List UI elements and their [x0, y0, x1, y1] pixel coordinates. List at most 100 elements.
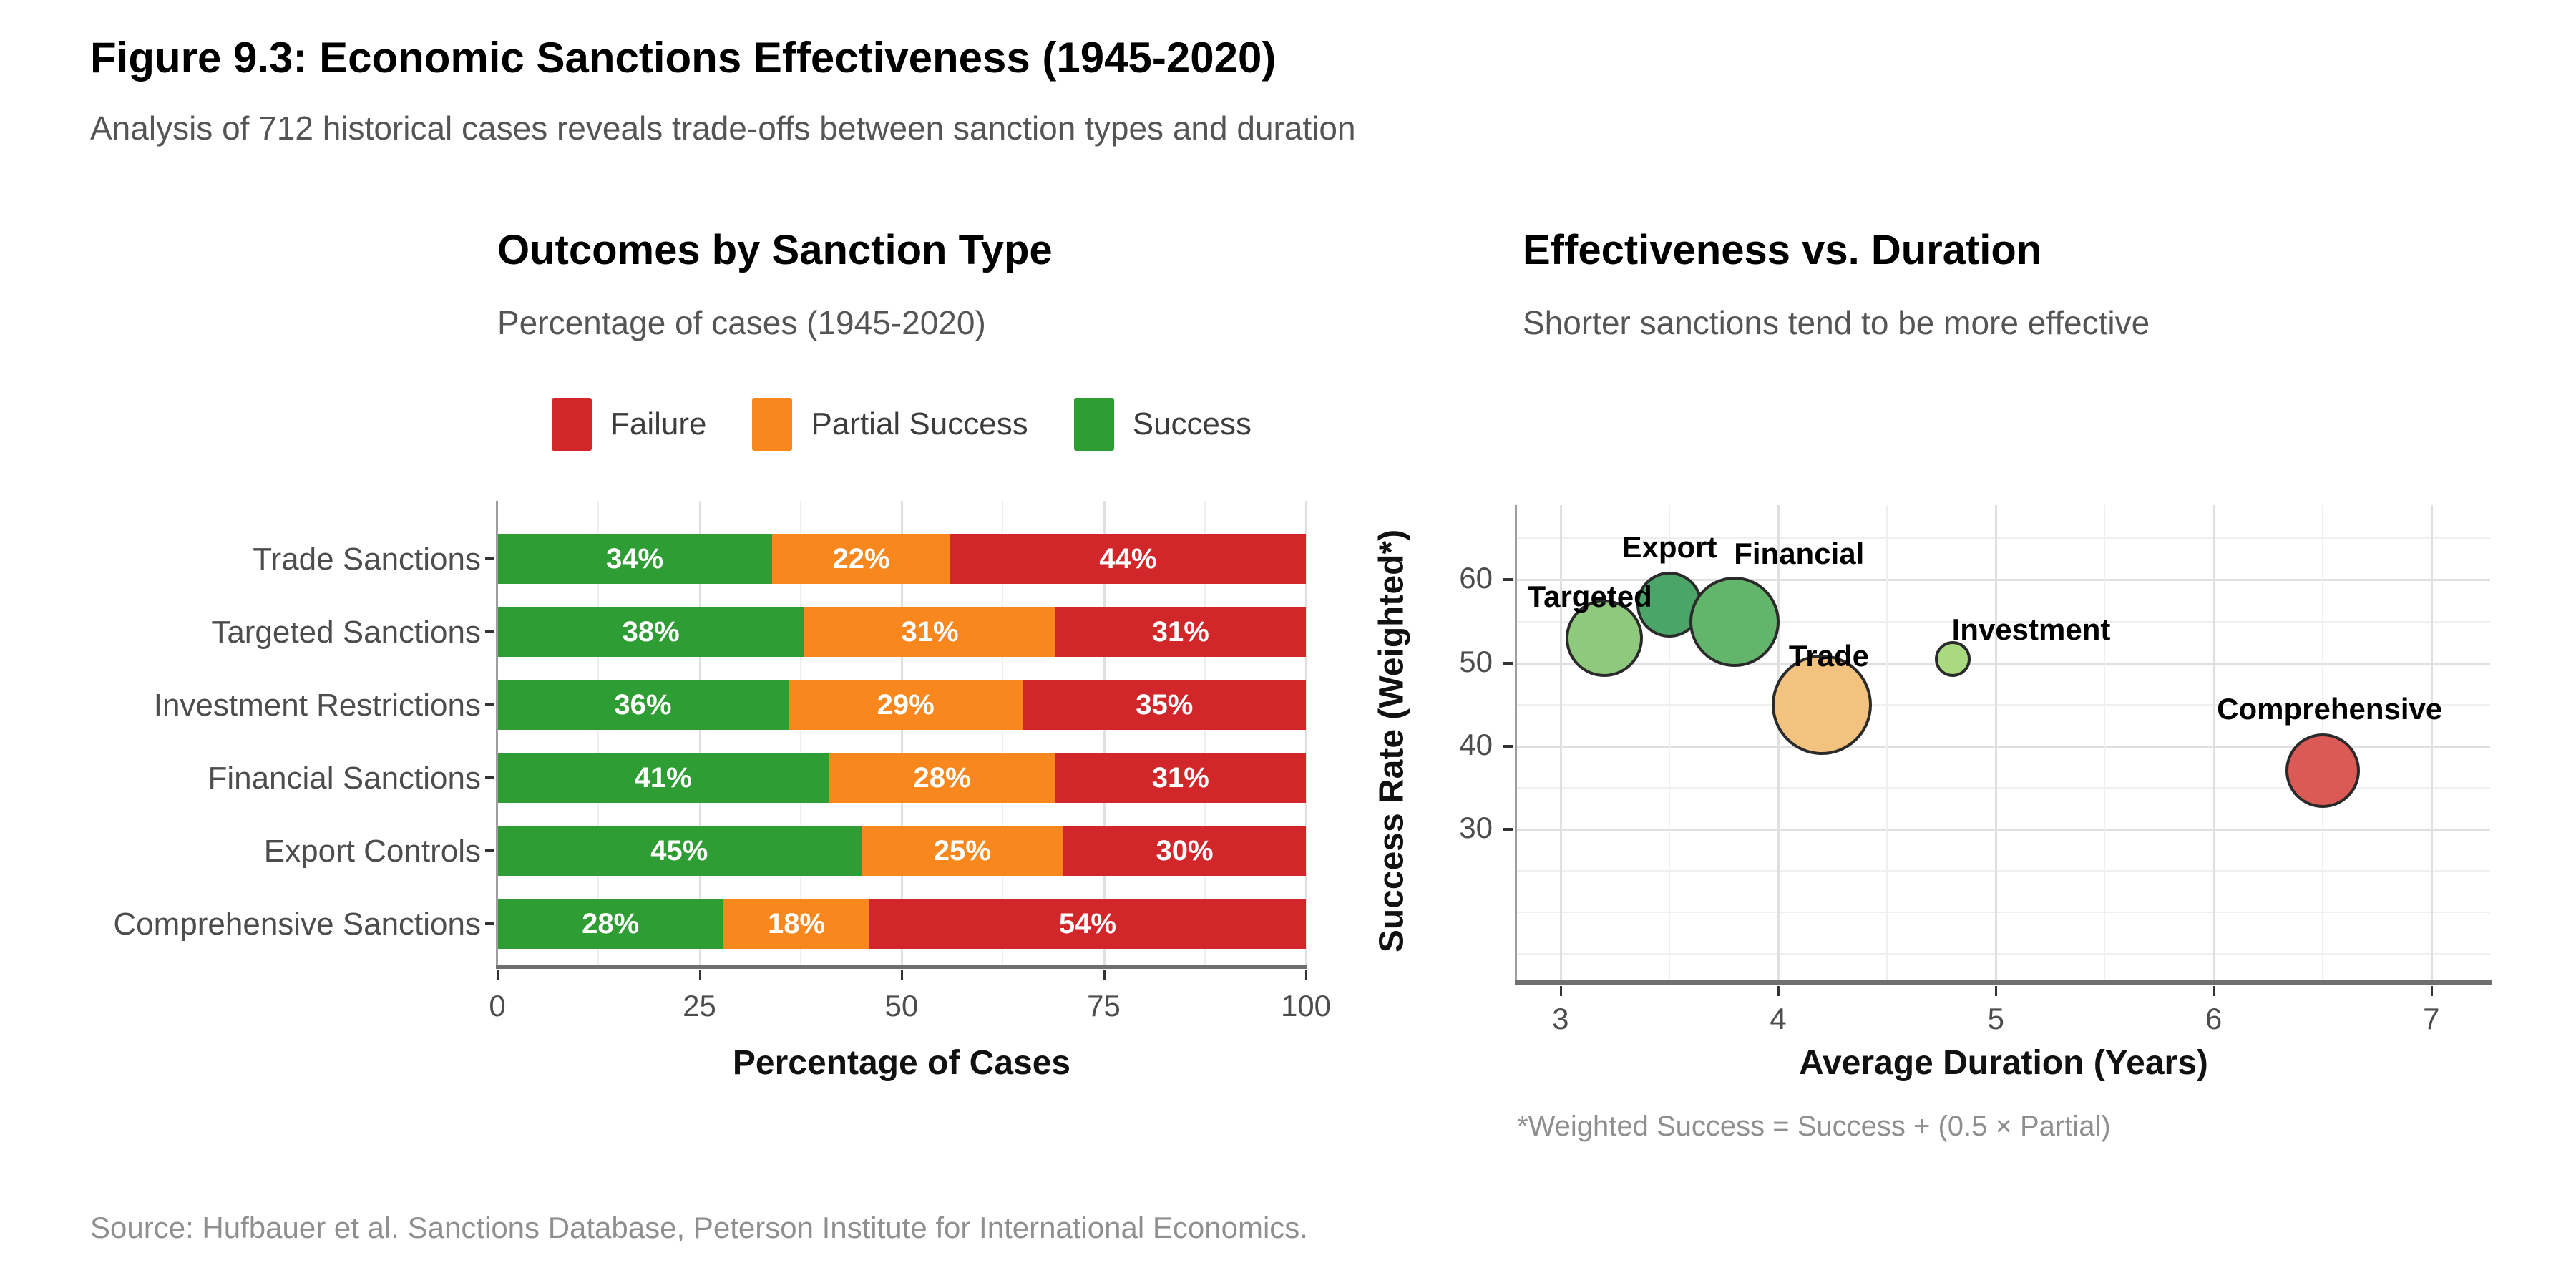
bar-value-label: 28%: [913, 761, 971, 794]
gridline-horizontal: [1517, 911, 2490, 913]
bar-segment-partial-success: 31%: [804, 607, 1055, 657]
gridline-horizontal: [1517, 537, 2490, 540]
bar-value-label: 29%: [877, 688, 935, 721]
bar-chart-plot-area: 34% 22% 44% 38% 31% 31% 36% 29% 35% 41% 28% 31% 45% 2…: [497, 501, 1307, 965]
x-tick-label: 7: [2423, 1002, 2440, 1035]
bar-value-label: 31%: [901, 615, 959, 648]
x-tick-label: 75: [1087, 989, 1121, 1023]
left-chart-subtitle: Percentage of cases (1945-2020): [497, 304, 986, 341]
x-tick-label: 6: [2205, 1002, 2223, 1035]
bar-segment-success: 38%: [497, 607, 805, 657]
figure-title: Figure 9.3: Economic Sanctions Effective…: [90, 34, 1277, 82]
bubble-label-investment: Investment: [1951, 612, 2111, 646]
y-tick: [1503, 827, 1513, 831]
bar-segment-partial-success: 25%: [861, 826, 1063, 876]
legend-item-failure: Failure: [551, 398, 707, 451]
bar-value-label: 30%: [1156, 834, 1214, 867]
x-tick-label: 25: [683, 989, 716, 1023]
gridline-vertical: [799, 501, 801, 965]
y-tick-label: 30: [1459, 810, 1493, 844]
x-tick-label: 50: [884, 989, 919, 1023]
scatter-chart-title: Effectiveness vs. Duration: [1523, 227, 2042, 273]
bar-row: 36% 29% 35%: [497, 680, 1306, 730]
bar-segment-success: 41%: [497, 753, 829, 803]
category-tick: [485, 703, 494, 706]
bar-row: 45% 25% 30%: [497, 826, 1306, 876]
gridline-horizontal: [1517, 745, 2490, 748]
bar-segment-success: 34%: [497, 534, 773, 584]
category-tick: [485, 922, 494, 925]
gridline-horizontal: [1517, 579, 2490, 582]
x-tick: [2430, 986, 2433, 996]
bar-value-label: 31%: [1151, 761, 1209, 794]
bar-segment-partial-success: 18%: [723, 899, 869, 949]
y-tick: [1503, 744, 1513, 748]
legend-label: Failure: [610, 406, 707, 441]
gridline-vertical: [1305, 501, 1307, 965]
bubble-label-export: Export: [1621, 530, 1717, 565]
x-tick-label: 4: [1770, 1002, 1787, 1035]
x-tick: [1305, 970, 1307, 980]
gridline-horizontal: [1517, 828, 2490, 831]
bar-value-label: 38%: [622, 615, 680, 648]
bar-row: 41% 28% 31%: [497, 753, 1306, 803]
category-tick: [485, 630, 494, 633]
bar-value-label: 31%: [1151, 615, 1209, 648]
bar-row: 28% 18% 54%: [497, 899, 1306, 949]
bubble-trade: [1771, 654, 1872, 755]
gridline-vertical: [1886, 505, 1888, 980]
scatter-x-axis-title: Average Duration (Years): [1799, 1044, 2208, 1082]
gridline-vertical: [1668, 505, 1670, 980]
bubble-targeted: [1565, 599, 1643, 677]
x-tick: [2212, 986, 2215, 996]
bar-row: 34% 22% 44%: [497, 534, 1306, 584]
bar-value-label: 25%: [933, 834, 991, 867]
gridline-vertical: [597, 501, 600, 965]
gridline-vertical: [2212, 505, 2215, 980]
bar-segment-partial-success: 28%: [829, 753, 1055, 803]
x-tick: [497, 970, 499, 980]
bar-value-label: 18%: [768, 907, 826, 940]
bar-value-label: 45%: [650, 834, 708, 867]
bar-segment-failure: 35%: [1023, 680, 1306, 730]
gridline-vertical: [698, 501, 701, 965]
bar-segment-partial-success: 22%: [772, 534, 950, 584]
bar-segment-success: 45%: [497, 826, 862, 876]
category-tick: [485, 849, 494, 852]
bar-segment-partial-success: 29%: [788, 680, 1023, 730]
legend-label: Success: [1132, 406, 1252, 441]
bar-value-label: 22%: [832, 542, 890, 575]
bar-chart-x-axis-title: Percentage of Cases: [732, 1044, 1071, 1082]
bar-chart-x-axis-line: [496, 965, 1307, 969]
gridline-vertical: [1559, 505, 1562, 980]
y-tick-label: 60: [1459, 561, 1493, 595]
bar-value-label: 41%: [634, 761, 692, 794]
legend: Failure Partial Success Success: [497, 398, 1306, 451]
scatter-plot-area: [1517, 505, 2490, 980]
figure-source: Source: Hufbauer et al. Sanctions Databa…: [90, 1211, 1308, 1244]
bar-value-label: 34%: [606, 542, 664, 575]
category-label: Comprehensive Sanctions: [113, 907, 481, 942]
category-label: Trade Sanctions: [253, 542, 481, 577]
bar-segment-failure: 31%: [1055, 607, 1306, 657]
x-tick: [698, 970, 701, 980]
bubble-label-comprehensive: Comprehensive: [2217, 692, 2443, 726]
legend-swatch-icon: [1073, 398, 1114, 451]
x-tick-label: 100: [1280, 989, 1332, 1023]
gridline-horizontal: [1517, 620, 2490, 623]
legend-item-success: Success: [1073, 398, 1252, 451]
y-tick: [1503, 661, 1513, 665]
gridline-horizontal: [1517, 703, 2490, 706]
bar-row: 38% 31% 31%: [497, 607, 1306, 657]
x-tick-label: 5: [1987, 1002, 2005, 1035]
gridline-horizontal: [1517, 952, 2490, 955]
bar-value-label: 36%: [614, 688, 672, 721]
scatter-y-axis-line: [1515, 505, 1517, 982]
bar-value-label: 54%: [1058, 907, 1116, 940]
category-label: Export Controls: [263, 834, 481, 869]
bar-value-label: 28%: [582, 907, 640, 940]
category-tick: [485, 557, 494, 560]
bar-segment-failure: 44%: [950, 534, 1306, 584]
bar-segment-success: 36%: [497, 680, 789, 730]
